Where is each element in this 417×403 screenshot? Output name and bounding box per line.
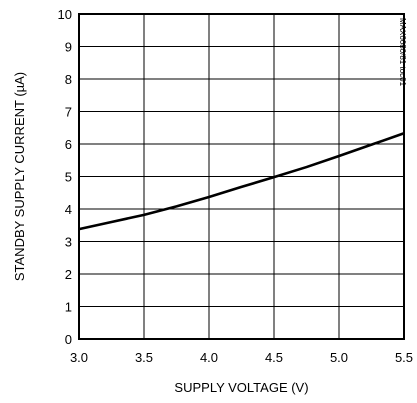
x-tick-label: 4.0 <box>200 350 218 365</box>
grid <box>78 13 405 340</box>
x-axis-label: SUPPLY VOLTAGE (V) <box>174 380 308 395</box>
y-tick-label: 10 <box>58 7 72 22</box>
y-tick-label: 4 <box>65 202 72 217</box>
x-tick-label: 5.5 <box>395 350 413 365</box>
y-tick-label: 8 <box>65 72 72 87</box>
y-tick-label: 7 <box>65 105 72 120</box>
x-tick-label: 3.5 <box>135 350 153 365</box>
series-line <box>78 132 405 231</box>
y-tick-label: 9 <box>65 40 72 55</box>
y-tick-label: 6 <box>65 137 72 152</box>
y-tick-label: 3 <box>65 235 72 250</box>
figure-code-annotation: MAX6680/81 toc01 <box>398 18 407 87</box>
x-tick-label: 5.0 <box>330 350 348 365</box>
y-tick-label: 1 <box>65 300 72 315</box>
x-tick-label: 3.0 <box>70 350 88 365</box>
y-tick-label: 2 <box>65 267 72 282</box>
y-tick-label: 5 <box>65 170 72 185</box>
y-tick-labels: 0 1 2 3 4 5 6 7 8 9 10 <box>58 7 72 347</box>
y-tick-label: 0 <box>65 332 72 347</box>
plot-frame <box>78 13 405 340</box>
x-tick-labels: 3.0 3.5 4.0 4.5 5.0 5.5 <box>70 350 413 365</box>
x-tick-label: 4.5 <box>265 350 283 365</box>
y-axis-label: STANDBY SUPPLY CURRENT (µA) <box>12 72 27 281</box>
